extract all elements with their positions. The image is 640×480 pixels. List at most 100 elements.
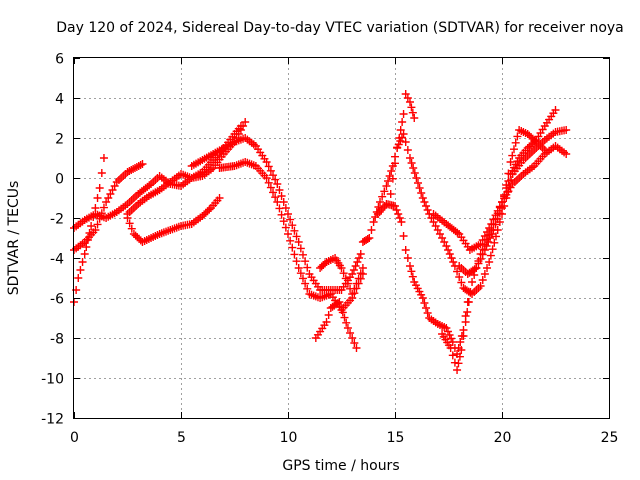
data-point bbox=[423, 309, 432, 317]
data-point bbox=[269, 171, 278, 180]
data-point bbox=[93, 194, 102, 202]
data-point bbox=[412, 174, 421, 182]
data-point bbox=[405, 262, 414, 270]
data-point bbox=[286, 215, 295, 224]
data-point bbox=[337, 303, 346, 312]
data-point bbox=[91, 226, 100, 234]
y-tick-label: 2 bbox=[55, 132, 64, 148]
data-point bbox=[420, 198, 429, 206]
series-trace-9 bbox=[316, 254, 367, 298]
data-point bbox=[273, 198, 282, 206]
y-tick-label: -8 bbox=[50, 332, 64, 348]
data-point bbox=[448, 351, 457, 360]
data-point bbox=[401, 246, 410, 254]
data-point bbox=[483, 264, 492, 272]
data-point bbox=[296, 269, 305, 278]
data-point bbox=[511, 138, 520, 147]
data-point bbox=[504, 169, 513, 178]
x-tick-label: 0 bbox=[70, 430, 79, 446]
data-point bbox=[339, 269, 348, 278]
data-point bbox=[443, 327, 452, 336]
data-point bbox=[492, 232, 501, 241]
data-point bbox=[403, 146, 412, 154]
data-point bbox=[335, 298, 344, 306]
data-point bbox=[324, 311, 333, 319]
data-point bbox=[99, 203, 108, 212]
data-point bbox=[442, 324, 451, 332]
data-point bbox=[457, 278, 466, 287]
data-point bbox=[352, 344, 361, 352]
data-point bbox=[399, 232, 408, 240]
y-tick-label: -2 bbox=[50, 212, 64, 228]
data-point bbox=[405, 154, 414, 162]
data-point bbox=[264, 162, 273, 171]
data-point bbox=[486, 251, 495, 260]
data-point bbox=[480, 246, 489, 254]
data-point bbox=[478, 276, 487, 284]
data-point bbox=[508, 151, 517, 160]
data-point bbox=[93, 220, 102, 229]
data-point bbox=[292, 257, 301, 266]
y-tick-label: 4 bbox=[55, 92, 64, 108]
data-series bbox=[70, 90, 571, 374]
data-point bbox=[284, 230, 292, 238]
data-point bbox=[356, 269, 365, 278]
data-point bbox=[407, 267, 416, 276]
data-point bbox=[489, 226, 498, 234]
data-point bbox=[266, 166, 275, 175]
data-point bbox=[453, 267, 462, 276]
data-point bbox=[74, 274, 83, 282]
data-point bbox=[415, 184, 424, 192]
data-point bbox=[279, 217, 288, 226]
data-point bbox=[393, 144, 402, 152]
data-point bbox=[294, 264, 303, 272]
data-point bbox=[378, 192, 387, 201]
data-point bbox=[562, 126, 571, 134]
data-point bbox=[82, 243, 91, 251]
data-point bbox=[444, 246, 453, 254]
data-point bbox=[262, 158, 271, 166]
data-point bbox=[363, 235, 372, 243]
data-point bbox=[354, 274, 363, 283]
data-point bbox=[388, 174, 397, 183]
data-point bbox=[442, 242, 451, 250]
data-point bbox=[355, 254, 364, 262]
data-point bbox=[391, 202, 399, 210]
y-tick-label: -10 bbox=[41, 372, 64, 388]
data-point bbox=[340, 313, 349, 322]
data-point bbox=[97, 169, 106, 177]
data-point bbox=[506, 158, 515, 166]
data-point bbox=[369, 218, 378, 226]
data-point bbox=[136, 161, 145, 169]
data-point bbox=[486, 234, 495, 242]
data-point bbox=[446, 344, 455, 352]
data-point bbox=[382, 182, 391, 190]
x-tick-label: 5 bbox=[177, 430, 186, 446]
data-point bbox=[125, 219, 134, 228]
data-point bbox=[80, 250, 89, 258]
data-point bbox=[241, 118, 250, 126]
data-point bbox=[485, 258, 494, 266]
data-point bbox=[422, 304, 431, 312]
data-point bbox=[275, 204, 284, 213]
data-point bbox=[356, 250, 365, 258]
data-point bbox=[392, 206, 401, 214]
data-point bbox=[454, 359, 463, 368]
data-point bbox=[322, 318, 331, 326]
data-point bbox=[394, 140, 403, 149]
data-point bbox=[482, 242, 491, 250]
data-point bbox=[417, 189, 426, 197]
data-point bbox=[298, 250, 307, 259]
data-point bbox=[351, 262, 360, 270]
data-point bbox=[445, 250, 454, 258]
data-point bbox=[551, 106, 560, 114]
data-point bbox=[401, 138, 410, 146]
data-point bbox=[87, 222, 96, 230]
series-trace-7 bbox=[215, 158, 367, 314]
data-point bbox=[480, 270, 489, 278]
data-point bbox=[447, 254, 456, 262]
data-point bbox=[273, 180, 282, 188]
data-point bbox=[352, 279, 361, 288]
series-trace-5 bbox=[123, 194, 224, 246]
